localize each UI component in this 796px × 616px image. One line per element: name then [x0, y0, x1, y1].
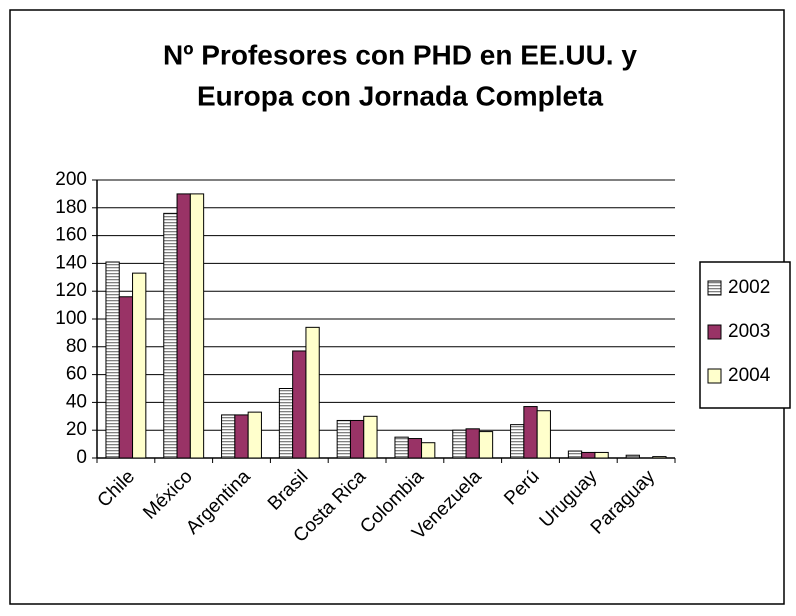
y-tick-label: 160 — [55, 225, 87, 246]
y-tick-label: 180 — [55, 197, 87, 218]
bar — [234, 414, 249, 459]
y-tick-label: 60 — [66, 364, 87, 385]
bar — [567, 450, 583, 459]
bar — [305, 326, 320, 459]
legend-swatch — [707, 324, 722, 340]
bar — [510, 424, 525, 459]
bar — [452, 429, 467, 459]
y-tick-label: 100 — [55, 308, 87, 329]
bar — [421, 442, 436, 459]
bar — [478, 431, 494, 459]
bar — [176, 193, 191, 459]
bar — [581, 451, 596, 459]
legend-swatch — [707, 280, 722, 296]
bar — [132, 272, 147, 459]
bar — [292, 350, 307, 459]
legend-label: 2002 — [728, 277, 770, 298]
bar — [652, 456, 667, 459]
y-tick-label: 20 — [66, 419, 87, 440]
bar — [163, 212, 178, 459]
y-tick-label: 200 — [55, 169, 87, 190]
bar — [523, 406, 538, 459]
y-tick-label: 120 — [55, 280, 87, 301]
chart-title: Nº Profesores con PHD en EE.UU. y — [163, 39, 637, 70]
chart-title: Europa con Jornada Completa — [197, 80, 603, 111]
bar — [278, 388, 294, 459]
bar — [336, 419, 351, 459]
bar — [394, 436, 409, 459]
bar — [105, 261, 120, 459]
bar — [625, 454, 640, 459]
y-tick-label: 0 — [76, 447, 87, 468]
bar — [118, 296, 134, 459]
legend-label: 2003 — [728, 321, 770, 342]
y-tick-label: 40 — [66, 391, 87, 412]
bar — [189, 193, 205, 459]
bar — [465, 428, 480, 459]
y-tick-label: 80 — [66, 336, 87, 357]
bar — [247, 411, 262, 459]
bar — [349, 419, 365, 459]
y-tick-label: 140 — [55, 252, 87, 273]
bar — [363, 415, 378, 459]
bar — [594, 451, 609, 459]
bar — [407, 438, 423, 459]
bar — [536, 410, 551, 459]
bar — [221, 414, 236, 459]
legend-label: 2004 — [728, 365, 771, 386]
legend-swatch — [707, 368, 722, 384]
